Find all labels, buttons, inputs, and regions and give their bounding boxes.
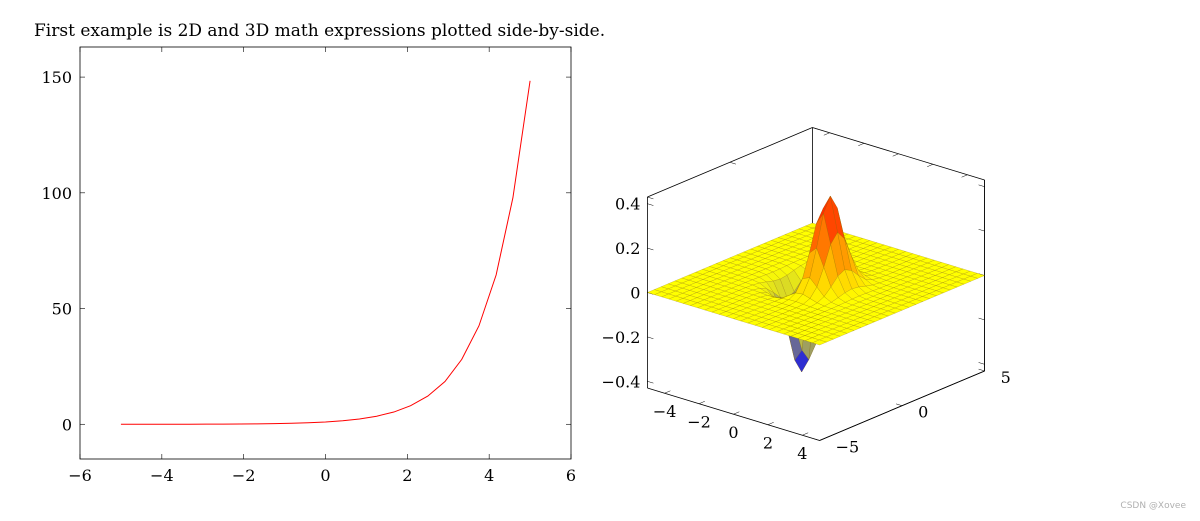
y-tick-mark-top xyxy=(647,196,654,200)
z-tick-mark-back xyxy=(978,362,985,365)
y-tick-label: 150 xyxy=(41,68,72,87)
y-tick-mark xyxy=(896,403,903,406)
z-tick-mark-back xyxy=(978,184,985,187)
x-tick-label: 4 xyxy=(484,466,494,485)
y-tick-label: 5 xyxy=(1001,368,1011,387)
x-tick-label: −4 xyxy=(150,466,174,485)
x-tick-mark-top xyxy=(823,132,830,136)
watermark-text: CSDN @Xovee xyxy=(1120,501,1186,511)
z-tick-label: 0.2 xyxy=(615,239,640,258)
z-tick-label: 0 xyxy=(630,284,640,303)
x-tick-mark xyxy=(767,422,774,425)
z-tick-mark-back xyxy=(978,229,985,232)
y-tick-label: 50 xyxy=(52,300,72,319)
y-tick-mark-top xyxy=(729,162,736,165)
y-tick-label: −5 xyxy=(836,437,860,456)
x-tick-mark xyxy=(664,390,671,394)
x-tick-mark xyxy=(698,401,705,404)
figure-caption: First example is 2D and 3D math expressi… xyxy=(34,21,606,41)
x-tick-label: 2 xyxy=(402,466,412,485)
x-tick-label: −6 xyxy=(68,466,92,485)
x-tick-label: 6 xyxy=(566,466,576,485)
line-chart-exp: −6 −4 −2 0 2 4 6 0 50 100 150 xyxy=(41,46,576,485)
z-tick-label: −0.2 xyxy=(602,328,641,347)
x-tick-mark-top xyxy=(927,164,934,167)
y-tick-mark xyxy=(978,368,985,372)
y-tick-label: 100 xyxy=(41,184,72,203)
x-tick-label: −2 xyxy=(232,466,256,485)
box-edge-right-depth xyxy=(819,370,985,441)
z-tick-mark xyxy=(647,381,654,384)
z-tick-label: −0.4 xyxy=(602,372,641,391)
surface-patch xyxy=(811,339,827,346)
x-tick-mark-top xyxy=(961,174,968,178)
x-tick-label: 2 xyxy=(763,434,773,453)
x-tick-label: 0 xyxy=(320,466,330,485)
y-tick-label: 0 xyxy=(62,415,72,434)
x-tick-label: −2 xyxy=(687,413,711,432)
z-tick-mark-back xyxy=(978,317,985,321)
y-tick-mark-top xyxy=(812,127,819,130)
x-tick-label: −4 xyxy=(653,402,677,421)
series-line-exp xyxy=(120,80,531,425)
x-tick-mark xyxy=(733,411,740,415)
x-tick-label: 0 xyxy=(728,423,738,442)
box-edge-front-bottom xyxy=(647,387,820,441)
z-tick-mark xyxy=(647,336,654,339)
z-tick-mark xyxy=(647,247,654,251)
z-tick-mark xyxy=(647,203,654,206)
x-tick-mark xyxy=(802,432,809,436)
x-tick-mark-top xyxy=(858,143,865,146)
x-tick-mark-top xyxy=(892,153,899,157)
y-tick-label: 0 xyxy=(918,403,928,422)
x-tick-label: 4 xyxy=(797,444,807,463)
z-tick-label: 0.4 xyxy=(615,195,640,214)
surface-patches xyxy=(646,195,986,373)
